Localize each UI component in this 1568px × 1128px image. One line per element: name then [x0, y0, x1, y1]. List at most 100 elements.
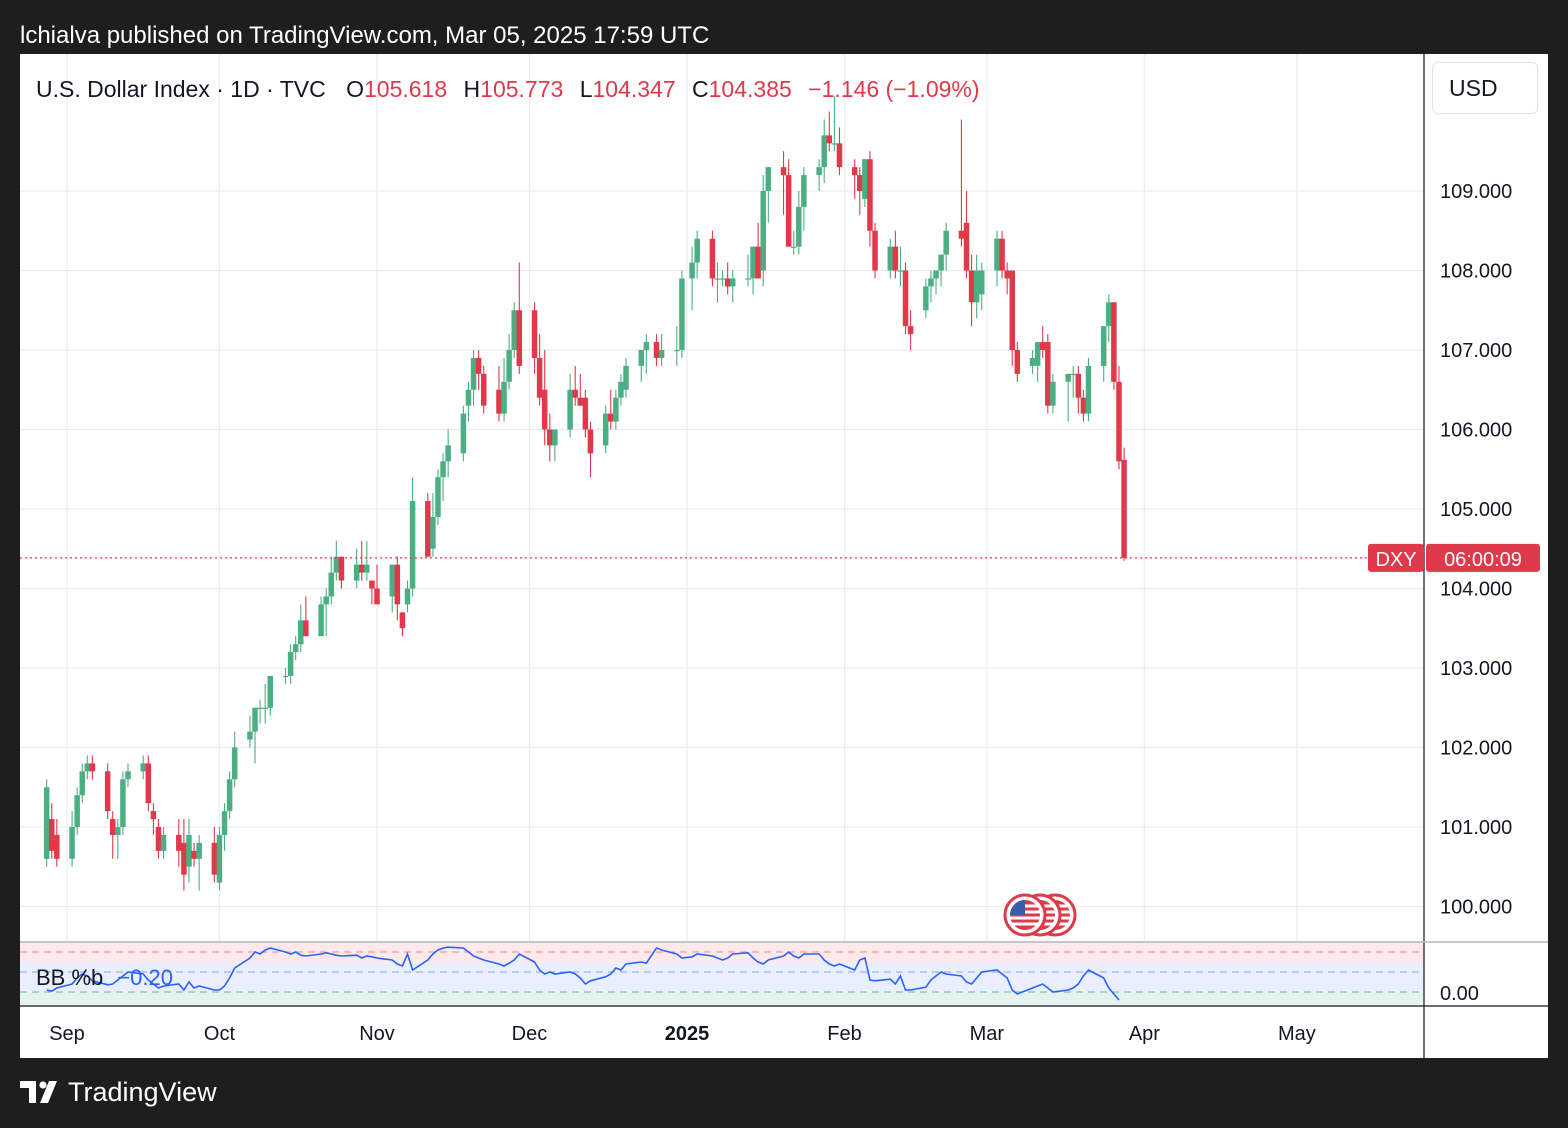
- candle-down: [907, 310, 914, 350]
- x-tick-label: Apr: [1129, 1023, 1160, 1045]
- candle-down: [577, 373, 584, 406]
- candle-down: [104, 763, 111, 820]
- candle-body: [176, 834, 182, 851]
- candle-up: [760, 175, 766, 287]
- indicator-pane: [20, 942, 1424, 1006]
- currency-button[interactable]: USD: [1432, 62, 1538, 114]
- grid: [20, 54, 1424, 1006]
- indicator-lower-band: [20, 992, 1424, 1006]
- candle-body: [191, 850, 197, 859]
- candle-body: [892, 246, 899, 271]
- candle-body: [857, 175, 863, 191]
- candle-up: [186, 819, 192, 883]
- candle-up: [821, 119, 827, 184]
- candle-body: [1029, 357, 1036, 366]
- candle-down: [480, 365, 487, 414]
- candle-body: [247, 731, 253, 740]
- candle-body: [999, 238, 1005, 271]
- candle-down: [516, 262, 523, 374]
- candle-body: [724, 278, 731, 287]
- y-tick-label: 100.000: [1440, 897, 1512, 919]
- candle-body: [790, 246, 797, 248]
- x-tick-label: 2025: [665, 1023, 710, 1045]
- change-value: −1.146 (−1.09%): [808, 76, 980, 102]
- candle-body: [89, 763, 96, 772]
- candle-up: [501, 357, 507, 422]
- candle-body: [674, 350, 680, 352]
- candle-body: [729, 278, 736, 287]
- candle-body: [679, 278, 685, 350]
- x-tick-label: Nov: [359, 1023, 395, 1045]
- candle-body: [933, 270, 939, 279]
- candle-up: [567, 373, 573, 438]
- price-chart[interactable]: 109.000 108.000 107.000 106.000 105.000 104.0…: [20, 54, 1548, 1058]
- candle-down: [394, 556, 401, 621]
- candle-body: [1116, 381, 1122, 462]
- candle-body: [618, 381, 624, 398]
- candle-body: [186, 834, 192, 867]
- candle-body: [109, 819, 116, 835]
- candle-down: [872, 222, 878, 279]
- candle-up: [221, 803, 228, 851]
- candle-body: [1085, 365, 1092, 414]
- candle-up: [623, 357, 629, 398]
- candle-body: [689, 262, 695, 279]
- candle-up: [1085, 357, 1092, 422]
- candle-down: [359, 540, 365, 581]
- candle-up: [973, 254, 980, 319]
- candle-body: [79, 771, 85, 796]
- indicator-legend[interactable]: BB %b −0.20: [36, 964, 173, 992]
- candle-up: [618, 373, 624, 406]
- candle-up: [897, 246, 904, 287]
- candle-down: [1111, 302, 1117, 390]
- candle-down: [547, 413, 553, 462]
- candle-body: [831, 143, 838, 145]
- candle-body: [638, 350, 645, 366]
- candle-body: [221, 811, 228, 835]
- candle-up: [719, 270, 726, 287]
- candle-up: [643, 334, 650, 374]
- candle-body: [511, 310, 517, 350]
- event-flag-icon[interactable]: [1003, 893, 1047, 937]
- candle-up: [292, 636, 299, 661]
- candle-body: [333, 556, 340, 573]
- candle-down: [892, 230, 899, 279]
- candle-down: [1009, 270, 1015, 366]
- candle-up: [460, 405, 467, 462]
- indicator-plot: [46, 946, 1120, 1001]
- candle-up: [79, 763, 85, 804]
- candle-body: [653, 342, 660, 358]
- candle-down: [496, 365, 502, 422]
- candle-body: [409, 501, 416, 589]
- candle-up: [435, 469, 441, 525]
- candle-body: [196, 842, 202, 859]
- candle-body: [155, 827, 162, 851]
- y-tick-label: 104.000: [1440, 579, 1512, 601]
- brand-name: TradingView: [68, 1077, 217, 1107]
- ohlc-legend: U.S. Dollar Index · 1D · TVC O105.618 H1…: [36, 74, 990, 104]
- candle-body: [506, 350, 512, 382]
- candle-up: [745, 254, 751, 287]
- candle-up: [1029, 350, 1036, 374]
- candle-body: [404, 588, 411, 605]
- candle-body: [821, 135, 827, 168]
- x-tick-label: Feb: [827, 1023, 861, 1045]
- us-flag-icon[interactable]: [1003, 893, 1077, 937]
- candle-down: [709, 230, 716, 287]
- y-tick-label: 109.000: [1440, 181, 1512, 203]
- tradingview-logo[interactable]: TradingView: [20, 1074, 217, 1110]
- candle-up: [440, 453, 446, 502]
- candle-body: [902, 270, 909, 327]
- candle-body: [1050, 381, 1056, 406]
- countdown-tag-bg: [1426, 543, 1540, 572]
- candle-down: [902, 262, 909, 335]
- candle-up: [994, 230, 1000, 287]
- indicator-mid-band: [20, 962, 1424, 992]
- candle-body: [923, 286, 929, 311]
- candle-body: [643, 342, 650, 350]
- candle-body: [287, 652, 294, 676]
- candle-body: [475, 357, 482, 374]
- candle-down: [587, 421, 594, 478]
- symbol-description[interactable]: U.S. Dollar Index · 1D · TVC: [36, 76, 326, 102]
- candle-down: [1116, 365, 1122, 470]
